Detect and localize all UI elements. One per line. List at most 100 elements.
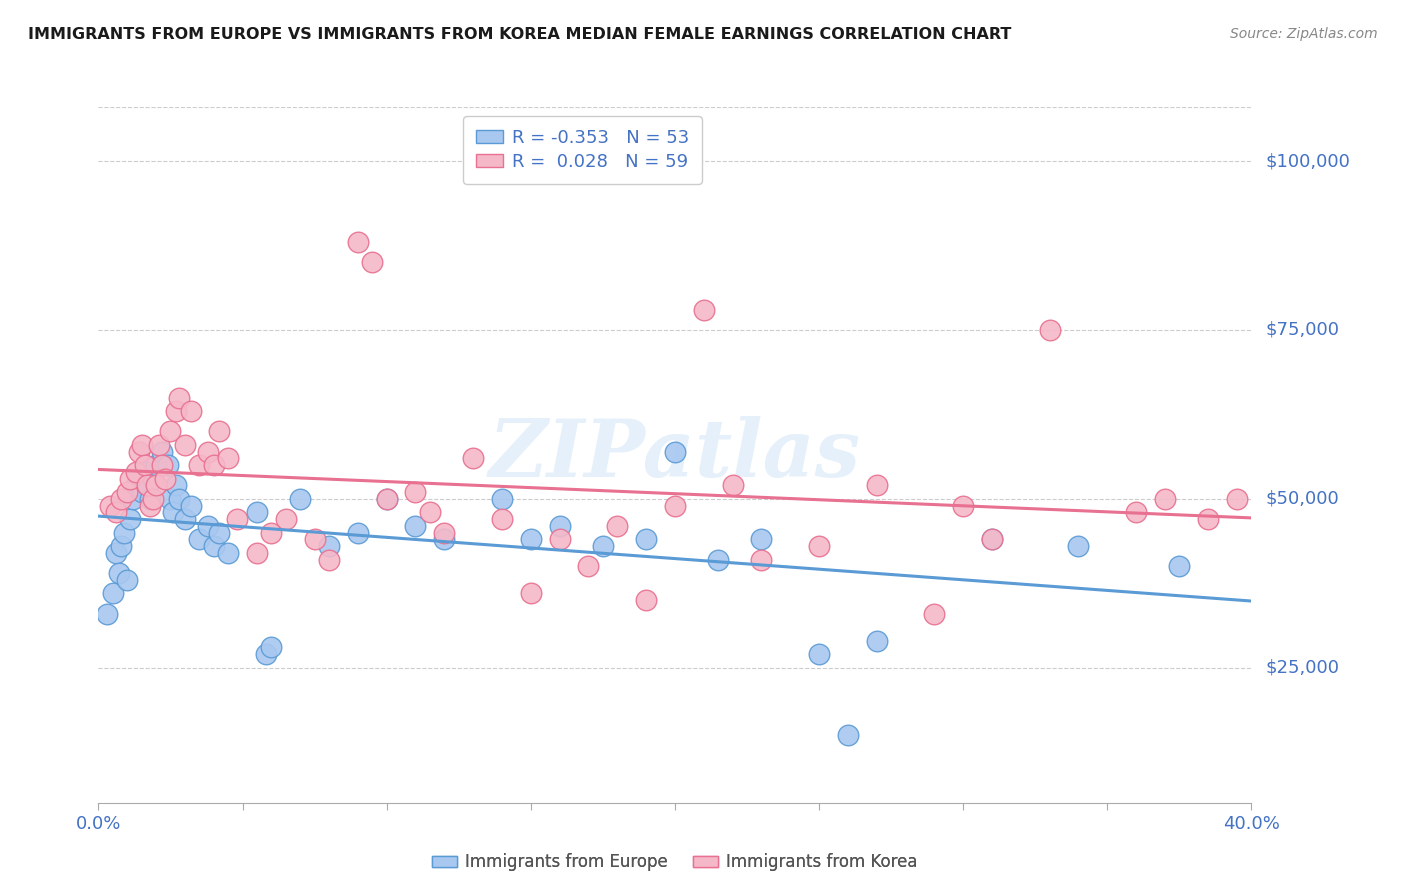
- Point: [274, 512, 297, 526]
- Point: [246, 546, 269, 560]
- Point: [165, 404, 187, 418]
- Point: [117, 573, 138, 587]
- Point: [807, 539, 830, 553]
- Point: [260, 525, 283, 540]
- Point: [117, 485, 138, 500]
- Point: [188, 533, 211, 547]
- Point: [375, 491, 398, 506]
- Point: [101, 586, 124, 600]
- Point: [922, 607, 945, 621]
- Point: [180, 499, 202, 513]
- Point: [346, 235, 368, 249]
- Point: [981, 533, 1004, 547]
- Text: $100,000: $100,000: [1265, 152, 1350, 170]
- Point: [419, 505, 441, 519]
- Point: [104, 505, 127, 519]
- Point: [225, 512, 247, 526]
- Point: [131, 438, 153, 452]
- Point: [131, 485, 153, 500]
- Text: IMMIGRANTS FROM EUROPE VS IMMIGRANTS FROM KOREA MEDIAN FEMALE EARNINGS CORRELATI: IMMIGRANTS FROM EUROPE VS IMMIGRANTS FRO…: [28, 27, 1011, 42]
- Point: [174, 512, 197, 526]
- Point: [208, 424, 231, 438]
- Point: [375, 491, 398, 506]
- Point: [202, 539, 225, 553]
- Point: [125, 465, 148, 479]
- Point: [112, 525, 135, 540]
- Point: [254, 647, 277, 661]
- Point: [520, 586, 543, 600]
- Point: [217, 451, 239, 466]
- Point: [461, 451, 484, 466]
- Point: [96, 607, 118, 621]
- Point: [491, 512, 513, 526]
- Point: [136, 478, 159, 492]
- Point: [150, 444, 173, 458]
- Point: [148, 438, 170, 452]
- Point: [520, 533, 543, 547]
- Point: [139, 499, 162, 513]
- Point: [606, 519, 628, 533]
- Point: [208, 525, 231, 540]
- Point: [197, 444, 219, 458]
- Point: [145, 458, 167, 472]
- Point: [548, 533, 571, 547]
- Point: [1197, 512, 1219, 526]
- Point: [159, 491, 181, 506]
- Point: [136, 478, 159, 492]
- Point: [318, 539, 340, 553]
- Point: [837, 728, 859, 742]
- Point: [1125, 505, 1147, 519]
- Point: [1226, 491, 1249, 506]
- Point: [162, 505, 184, 519]
- Point: [751, 552, 773, 566]
- Point: [180, 404, 202, 418]
- Point: [110, 491, 132, 506]
- Text: $50,000: $50,000: [1265, 490, 1339, 508]
- Point: [174, 438, 197, 452]
- Point: [188, 458, 211, 472]
- Point: [807, 647, 830, 661]
- Point: [125, 478, 148, 492]
- Point: [142, 472, 165, 486]
- Point: [290, 491, 312, 506]
- Point: [491, 491, 513, 506]
- Point: [110, 539, 132, 553]
- Text: Source: ZipAtlas.com: Source: ZipAtlas.com: [1230, 27, 1378, 41]
- Point: [405, 485, 427, 500]
- Point: [548, 519, 571, 533]
- Point: [866, 478, 889, 492]
- Point: [866, 633, 889, 648]
- Point: [361, 255, 384, 269]
- Point: [578, 559, 600, 574]
- Point: [122, 491, 145, 506]
- Point: [346, 525, 368, 540]
- Point: [197, 519, 219, 533]
- Point: [142, 491, 165, 506]
- Point: [1153, 491, 1175, 506]
- Point: [120, 512, 142, 526]
- Point: [1067, 539, 1090, 553]
- Point: [156, 458, 179, 472]
- Point: [217, 546, 239, 560]
- Point: [120, 472, 142, 486]
- Point: [128, 444, 150, 458]
- Point: [636, 593, 658, 607]
- Point: [405, 519, 427, 533]
- Point: [636, 533, 658, 547]
- Point: [721, 478, 744, 492]
- Point: [167, 491, 190, 506]
- Point: [167, 391, 190, 405]
- Point: [128, 472, 150, 486]
- Point: [664, 444, 686, 458]
- Point: [98, 499, 121, 513]
- Point: [145, 478, 167, 492]
- Point: [165, 478, 187, 492]
- Point: [134, 458, 156, 472]
- Point: [104, 546, 127, 560]
- Point: [150, 458, 173, 472]
- Text: $75,000: $75,000: [1265, 321, 1340, 339]
- Legend: Immigrants from Europe, Immigrants from Korea: Immigrants from Europe, Immigrants from …: [425, 847, 925, 878]
- Point: [433, 533, 456, 547]
- Text: $25,000: $25,000: [1265, 658, 1340, 677]
- Point: [707, 552, 730, 566]
